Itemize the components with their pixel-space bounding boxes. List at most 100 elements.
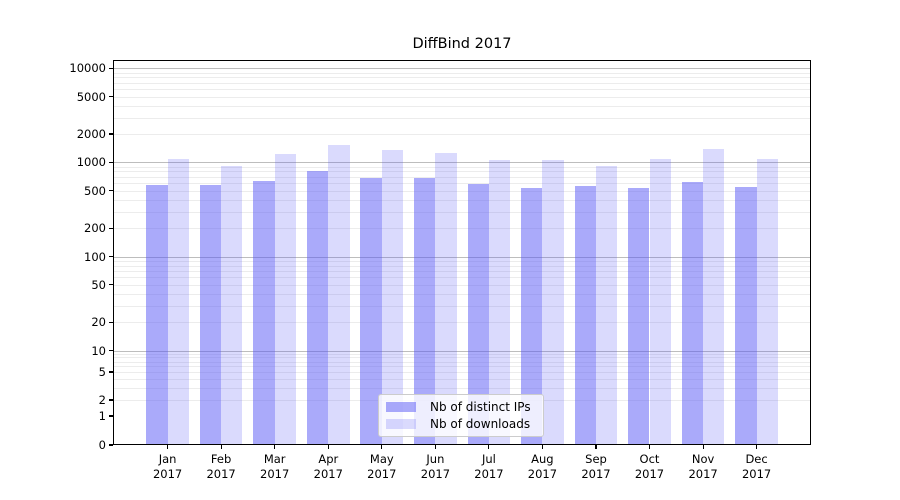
y-tick <box>109 415 113 417</box>
gridline-minor <box>113 378 811 380</box>
gridline-major <box>113 68 811 70</box>
bar-nb-of-distinct-ips-sep <box>574 186 596 445</box>
y-tick-label: 1000 <box>76 155 106 170</box>
y-tick <box>109 321 113 323</box>
gridline-minor <box>113 387 811 389</box>
y-tick <box>109 399 113 401</box>
bar-nb-of-distinct-ips-jan <box>146 184 168 445</box>
gridline-minor <box>113 72 811 74</box>
y-tick-label: 10 <box>91 343 106 358</box>
gridline-minor <box>113 366 811 368</box>
x-tick <box>648 445 651 449</box>
x-tick-label: Jan 2017 <box>152 452 183 481</box>
bar-nb-of-distinct-ips-oct <box>628 187 650 445</box>
y-tick <box>109 133 113 135</box>
bar-nb-of-downloads-mar <box>274 153 297 445</box>
y-tick-label: 2000 <box>76 127 106 141</box>
y-tick-label: 5 <box>98 365 106 379</box>
gridline-minor <box>113 190 811 192</box>
y-tick <box>109 96 113 98</box>
gridline-minor <box>113 265 811 267</box>
x-tick-label: Feb 2017 <box>206 452 236 481</box>
gridline-major <box>113 162 811 164</box>
bar-nb-of-downloads-may <box>381 150 404 445</box>
x-tick-label: Mar 2017 <box>260 452 290 481</box>
gridline-minor <box>113 183 811 185</box>
gridline-minor <box>113 82 811 84</box>
gridline-minor <box>113 322 811 324</box>
x-tick-label: Oct 2017 <box>634 452 665 481</box>
bar-nb-of-downloads-jan <box>167 159 189 445</box>
gridline-minor <box>113 305 811 307</box>
y-tick <box>109 371 113 373</box>
y-tick-label: 100 <box>84 249 106 264</box>
y-tick <box>109 444 113 446</box>
legend-item-distinct-ips: Nb of distinct IPs <box>379 400 543 414</box>
y-tick <box>109 255 113 258</box>
bar-nb-of-downloads-aug <box>542 159 564 445</box>
bar-nb-of-downloads-apr <box>328 144 350 445</box>
x-tick <box>702 445 704 449</box>
gridline-minor <box>113 77 811 79</box>
bar-nb-of-distinct-ips-nov <box>681 182 704 445</box>
x-tick <box>220 445 222 449</box>
x-tick <box>167 445 169 449</box>
y-tick-label: 500 <box>84 183 106 198</box>
gridline-minor <box>113 260 811 262</box>
bar-nb-of-downloads-jun <box>435 152 457 445</box>
x-tick-label: Aug 2017 <box>527 452 558 481</box>
x-tick-label: May 2017 <box>367 452 397 481</box>
x-tick-label: Jul 2017 <box>474 452 504 481</box>
y-tick <box>109 284 113 286</box>
bar-nb-of-downloads-jul <box>488 159 511 445</box>
gridline-minor <box>113 211 811 213</box>
legend: Nb of distinct IPs Nb of downloads <box>378 394 544 437</box>
bar-nb-of-distinct-ips-jul <box>467 183 489 445</box>
bar-nb-of-downloads-oct <box>649 159 671 445</box>
gridline-minor <box>113 357 811 359</box>
y-tick-label: 20 <box>91 315 106 330</box>
x-tick-label: Nov 2017 <box>688 452 718 481</box>
bar-nb-of-distinct-ips-may <box>360 177 382 445</box>
gridline-minor <box>113 171 811 173</box>
legend-label-downloads: Nb of downloads <box>430 417 531 431</box>
x-tick-label: Sep 2017 <box>581 452 611 481</box>
y-tick-label: 1 <box>98 409 106 423</box>
chart-title: DiffBind 2017 <box>412 36 512 52</box>
bar-nb-of-distinct-ips-mar <box>253 180 275 445</box>
gridline-minor <box>113 89 811 91</box>
gridline-minor <box>113 293 811 295</box>
y-tick <box>109 227 113 229</box>
x-tick <box>595 445 597 449</box>
bar-nb-of-distinct-ips-jun <box>414 178 436 445</box>
x-tick <box>274 445 276 449</box>
gridline-minor <box>113 199 811 201</box>
gridline-minor <box>113 353 811 355</box>
x-tick <box>434 445 436 449</box>
y-tick-label: 10000 <box>69 61 106 76</box>
bar-nb-of-distinct-ips-apr <box>306 170 329 445</box>
y-tick <box>109 190 113 192</box>
gridline-minor <box>113 117 811 119</box>
y-tick <box>109 161 113 163</box>
y-tick-label: 50 <box>91 277 106 292</box>
legend-swatch-distinct-ips <box>386 402 416 412</box>
gridline-minor <box>113 105 811 107</box>
x-tick <box>381 445 383 449</box>
bar-nb-of-distinct-ips-dec <box>735 187 757 445</box>
x-tick <box>488 445 490 449</box>
gridline-minor <box>113 271 811 273</box>
gridline-major <box>113 350 811 352</box>
legend-label-distinct-ips: Nb of distinct IPs <box>430 400 531 414</box>
x-tick <box>327 445 329 449</box>
bar-nb-of-distinct-ips-feb <box>199 184 222 445</box>
gridline-minor <box>113 277 811 279</box>
y-tick <box>109 349 113 352</box>
gridline-minor <box>113 166 811 168</box>
x-tick-label: Apr 2017 <box>313 452 343 481</box>
y-tick-label: 5000 <box>76 89 106 104</box>
bar-nb-of-downloads-sep <box>596 165 618 445</box>
bar-nb-of-downloads-dec <box>756 159 778 445</box>
y-tick-label: 200 <box>84 221 106 236</box>
